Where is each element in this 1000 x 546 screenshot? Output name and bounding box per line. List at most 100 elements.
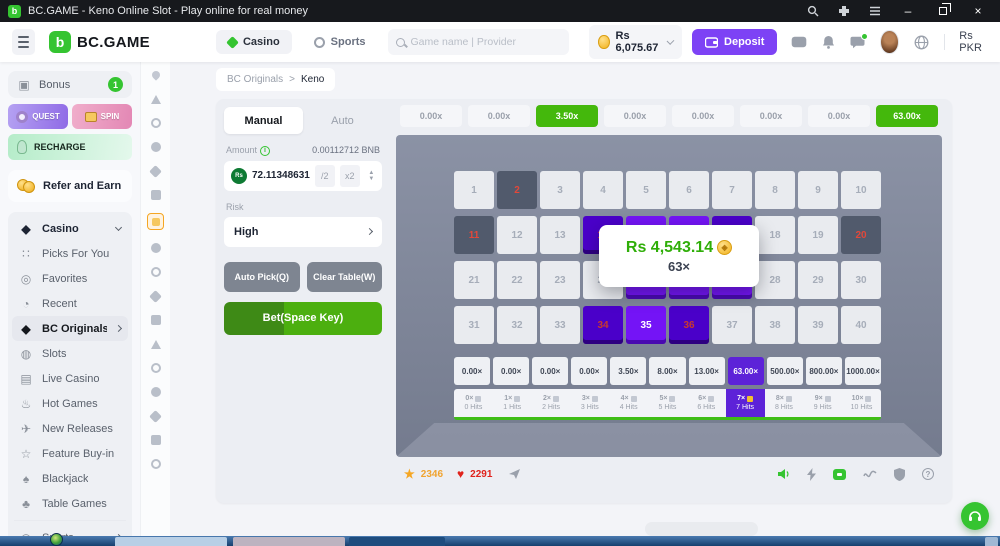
keno-cell-5[interactable]: 5 (626, 171, 666, 209)
history-result[interactable]: 0.00x (400, 105, 462, 127)
game-shortcut-1-icon[interactable] (150, 93, 162, 105)
sidebar-item-sports[interactable]: ◉ Sports (12, 525, 128, 536)
game-shortcut-9-icon[interactable] (150, 314, 162, 326)
keno-cell-40[interactable]: 40 (841, 306, 881, 344)
game-shortcut-10-icon[interactable] (150, 338, 162, 350)
game-shortcut-13-icon[interactable] (149, 409, 162, 423)
deposit-button[interactable]: Deposit (692, 29, 778, 55)
zoom-page-icon[interactable] (801, 2, 825, 20)
game-shortcut-14-icon[interactable] (150, 434, 162, 446)
sidebar-item-recent[interactable]: ◔ Recent (12, 291, 128, 316)
info-icon[interactable]: i (260, 145, 271, 156)
tab-manual[interactable]: Manual (224, 107, 303, 134)
keno-cell-18[interactable]: 18 (755, 216, 795, 254)
star-count[interactable]: 2346 (420, 468, 444, 480)
bet-amount-input[interactable]: Rs 72.11348631 /2 x2 ▲ ▼ (224, 160, 382, 191)
keno-cell-19[interactable]: 19 (798, 216, 838, 254)
notifications-bell-icon[interactable] (822, 35, 835, 49)
history-result[interactable]: 3.50x (536, 105, 598, 127)
star-rating-icon[interactable]: ★ (404, 467, 415, 481)
help-icon[interactable]: ? (922, 468, 934, 480)
keno-cell-12[interactable]: 12 (497, 216, 537, 254)
sidebar-toggle-button[interactable] (12, 29, 36, 55)
search-input[interactable] (410, 36, 562, 48)
keno-cell-28[interactable]: 28 (755, 261, 795, 299)
browser-menu-icon[interactable] (863, 2, 887, 20)
game-search[interactable] (387, 29, 570, 55)
keno-cell-21[interactable]: 21 (454, 261, 494, 299)
sidebar-item-feature-buy-in[interactable]: ☆ Feature Buy-in (12, 441, 128, 466)
sidebar-item-hot-games[interactable]: ♨ Hot Games (12, 391, 128, 416)
step-down-icon[interactable]: ▼ (368, 175, 375, 182)
keno-cell-31[interactable]: 31 (454, 306, 494, 344)
game-shortcut-8-icon[interactable] (149, 289, 162, 303)
half-bet-button[interactable]: /2 (314, 164, 335, 187)
sidebar-item-casino[interactable]: ◆ Casino (12, 216, 128, 241)
keno-cell-7[interactable]: 7 (712, 171, 752, 209)
sidebar-item-blackjack[interactable]: ♠ Blackjack (12, 466, 128, 491)
keno-cell-4[interactable]: 4 (583, 171, 623, 209)
keno-cell-30[interactable]: 30 (841, 261, 881, 299)
keno-cell-10[interactable]: 10 (841, 171, 881, 209)
sidebar-item-bonus[interactable]: ▣ Bonus 1 (8, 71, 132, 98)
clear-table-button[interactable]: Clear Table(W) (306, 261, 382, 292)
inbox-icon[interactable] (791, 36, 807, 48)
keno-cell-2[interactable]: 2 (497, 171, 537, 209)
keno-cell-29[interactable]: 29 (798, 261, 838, 299)
trends-icon[interactable] (863, 469, 877, 479)
game-shortcut-11-icon[interactable] (150, 362, 162, 374)
history-result[interactable]: 63.00x (876, 105, 938, 127)
globe-language-icon[interactable] (914, 35, 929, 50)
taskbar-tray[interactable] (985, 537, 998, 546)
tab-sports[interactable]: Sports (302, 30, 378, 54)
keno-cell-13[interactable]: 13 (540, 216, 580, 254)
keno-cell-33[interactable]: 33 (540, 306, 580, 344)
restore-button[interactable] (929, 2, 957, 20)
history-result[interactable]: 0.00x (672, 105, 734, 127)
refer-and-earn-button[interactable]: Refer and Earn (8, 170, 132, 202)
keno-cell-9[interactable]: 9 (798, 171, 838, 209)
sound-speaker-icon[interactable] (777, 468, 790, 480)
fairness-shield-icon[interactable] (894, 467, 905, 481)
keno-cell-20[interactable]: 20 (841, 216, 881, 254)
taskbar-window-button[interactable] (349, 537, 445, 546)
keno-cell-11[interactable]: 11 (454, 216, 494, 254)
game-shortcut-5-icon[interactable] (150, 189, 162, 201)
sidebar-item-bc-originals[interactable]: ◆ BC Originals (12, 316, 128, 341)
quest-button[interactable]: QUEST (8, 104, 68, 129)
sidebar-item-slots[interactable]: ◍ Slots (12, 341, 128, 366)
breadcrumb-parent[interactable]: BC Originals (227, 74, 284, 85)
keno-cell-37[interactable]: 37 (712, 306, 752, 344)
keno-cell-32[interactable]: 32 (497, 306, 537, 344)
history-result[interactable]: 0.00x (740, 105, 802, 127)
game-shortcut-7-icon[interactable] (150, 266, 162, 278)
amount-stepper[interactable]: ▲ ▼ (365, 170, 378, 182)
sidebar-item-favorites[interactable]: ◎ Favorites (12, 266, 128, 291)
game-shortcut-12-icon[interactable] (150, 386, 162, 398)
sidebar-item-picks-for-you[interactable]: ∷ Picks For You (12, 241, 128, 266)
game-shortcut-3-icon[interactable] (150, 141, 162, 153)
keno-cell-23[interactable]: 23 (540, 261, 580, 299)
double-bet-button[interactable]: x2 (339, 164, 360, 187)
taskbar-window-button[interactable] (233, 537, 345, 546)
history-result[interactable]: 0.00x (604, 105, 666, 127)
like-count[interactable]: 2291 (470, 468, 493, 480)
step-up-icon[interactable]: ▲ (368, 169, 375, 176)
like-heart-icon[interactable]: ♥ (457, 467, 465, 481)
pin-icon[interactable] (149, 69, 162, 81)
game-shortcut-2-icon[interactable] (150, 117, 162, 129)
instant-bet-bolt-icon[interactable] (807, 467, 816, 481)
sidebar-item-new-releases[interactable]: ✈ New Releases (12, 416, 128, 441)
bet-button[interactable]: Bet(Space Key) (224, 301, 382, 335)
history-result[interactable]: 0.00x (468, 105, 530, 127)
recharge-button[interactable]: RECHARGE (8, 134, 132, 160)
extensions-puzzle-icon[interactable] (832, 2, 856, 20)
minimize-button[interactable]: – (904, 4, 912, 18)
sidebar-item-table-games[interactable]: ♣ Table Games (12, 491, 128, 516)
brand-logo[interactable]: b BC.GAME (49, 31, 150, 53)
keno-cell-1[interactable]: 1 (454, 171, 494, 209)
keno-cell-3[interactable]: 3 (540, 171, 580, 209)
keno-cell-6[interactable]: 6 (669, 171, 709, 209)
tab-casino[interactable]: Casino (215, 30, 292, 54)
theatre-mode-icon[interactable] (833, 468, 846, 480)
